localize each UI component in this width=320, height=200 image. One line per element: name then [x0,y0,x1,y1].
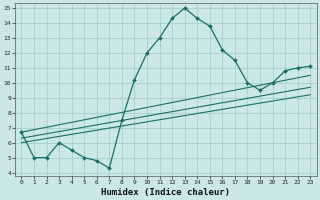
X-axis label: Humidex (Indice chaleur): Humidex (Indice chaleur) [101,188,230,197]
